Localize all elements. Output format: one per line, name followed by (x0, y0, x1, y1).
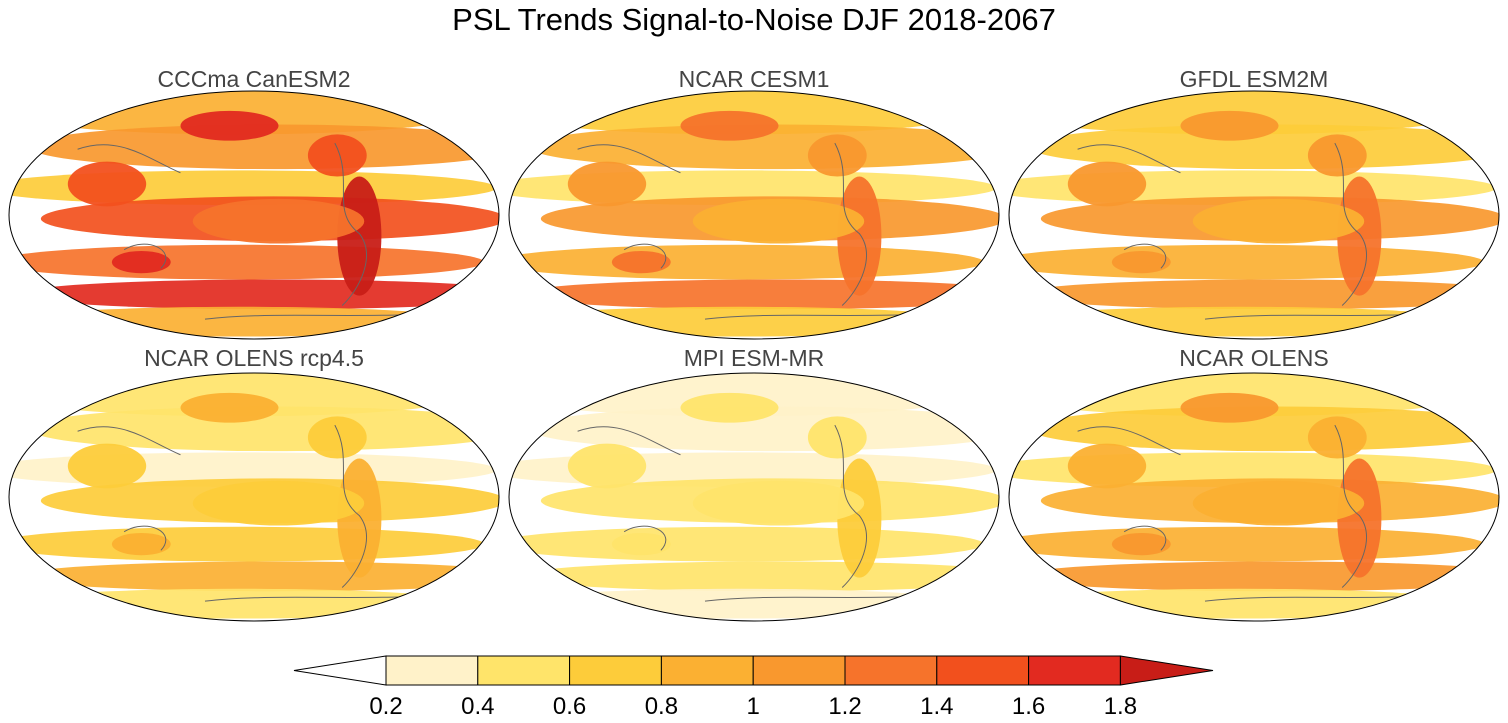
colorbar-segment (660, 655, 754, 686)
trend-blob (1192, 198, 1365, 244)
colorbar-tick-label: 1.2 (828, 693, 861, 720)
colorbar-min-arrow (293, 655, 387, 686)
colorbar-tick-label: 0.2 (369, 693, 402, 720)
trend-blob (567, 443, 647, 489)
panel-title-4: NCAR OLENS rcp4.5 (144, 345, 364, 371)
trend-band (1016, 279, 1499, 310)
trend-blob (1307, 134, 1367, 177)
colorbar-segment (477, 655, 571, 686)
trend-blob (837, 176, 882, 296)
trend-band (16, 561, 499, 592)
trend-band (9, 588, 473, 619)
colorbar-segment (844, 655, 938, 686)
trend-band (16, 279, 499, 310)
map-boundary (8, 90, 500, 340)
trend-band (516, 279, 999, 310)
trend-band (9, 306, 473, 337)
map-boundary (8, 372, 500, 622)
trend-blob (1337, 458, 1382, 578)
colorbar-max-arrow (1119, 655, 1214, 686)
trend-blob (611, 532, 671, 556)
trend-blob (567, 161, 647, 207)
coastline (77, 142, 426, 320)
colorbar-tick-label: 1 (747, 693, 760, 720)
trend-band (509, 244, 985, 280)
trend-blob (180, 110, 279, 141)
colorbar-tick-label: 1.6 (1012, 693, 1045, 720)
trend-blob (337, 458, 382, 578)
trend-blob (307, 416, 367, 459)
colorbar-tick-label: 0.4 (461, 693, 494, 720)
trend-blob (337, 176, 382, 296)
trend-band (509, 306, 973, 337)
panel-title-5: MPI ESM-MR (683, 345, 825, 371)
trend-blob (680, 110, 779, 141)
trend-blob (192, 198, 365, 244)
trend-blob (1111, 250, 1171, 274)
trend-band (9, 244, 485, 280)
panel-title-6: NCAR OLENS (1179, 345, 1329, 371)
colorbar-segment (1028, 655, 1121, 686)
colorbar-tick-label: 1.8 (1104, 693, 1137, 720)
trend-blob (1180, 110, 1279, 141)
trend-blob (1307, 416, 1367, 459)
trend-blob (1111, 532, 1171, 556)
colorbar-segment (752, 655, 846, 686)
coastline (577, 424, 926, 602)
trend-band (1009, 244, 1485, 280)
trend-blob (67, 161, 147, 207)
coastline (77, 424, 426, 602)
trend-band (1009, 306, 1473, 337)
trend-blob (67, 443, 147, 489)
trend-blob (1180, 392, 1279, 423)
trend-blob (180, 392, 279, 423)
colorbar-segment (569, 655, 662, 686)
trend-blob (1337, 176, 1382, 296)
colorbar-segment (936, 655, 1030, 686)
map-panel-5 (509, 373, 999, 621)
panel-title-2: NCAR CESM1 (678, 66, 830, 92)
trend-band (1009, 526, 1485, 562)
trend-blob (807, 134, 867, 177)
trend-blob (837, 458, 882, 578)
trend-band (509, 526, 985, 562)
trend-blob (1067, 161, 1147, 207)
map-boundary (1008, 372, 1500, 622)
map-panel-2 (509, 91, 999, 339)
panel-title-3: GFDL ESM2M (1179, 66, 1329, 92)
trend-blob (611, 250, 671, 274)
colorbar-tick-label: 0.6 (553, 693, 586, 720)
trend-band (1016, 561, 1499, 592)
colorbar-tick-label: 1.4 (920, 693, 953, 720)
trend-blob (680, 392, 779, 423)
trend-blob (111, 250, 171, 274)
map-boundary (508, 372, 1000, 622)
map-panel-6 (1009, 373, 1499, 621)
trend-band (516, 561, 999, 592)
colorbar: 0.2 0.4 0.6 0.8 1 1.2 1.4 1.6 1.8 (293, 655, 1214, 720)
trend-blob (111, 532, 171, 556)
trend-blob (807, 416, 867, 459)
map-boundary (508, 90, 1000, 340)
coastline (1077, 424, 1426, 602)
panel-title-1: CCCma CanESM2 (157, 66, 351, 92)
trend-blob (692, 198, 865, 244)
coastline (577, 142, 926, 320)
figure-title: PSL Trends Signal-to-Noise DJF 2018-2067 (452, 2, 1056, 37)
map-boundary (1008, 90, 1500, 340)
trend-blob (1192, 480, 1365, 526)
trend-blob (307, 134, 367, 177)
trend-band (509, 588, 973, 619)
trend-blob (192, 480, 365, 526)
colorbar-tick-label: 0.8 (645, 693, 678, 720)
trend-blob (692, 480, 865, 526)
colorbar-segment (385, 655, 479, 686)
trend-blob (1067, 443, 1147, 489)
trend-band (9, 526, 485, 562)
coastline (1077, 142, 1426, 320)
trend-band (1009, 588, 1473, 619)
